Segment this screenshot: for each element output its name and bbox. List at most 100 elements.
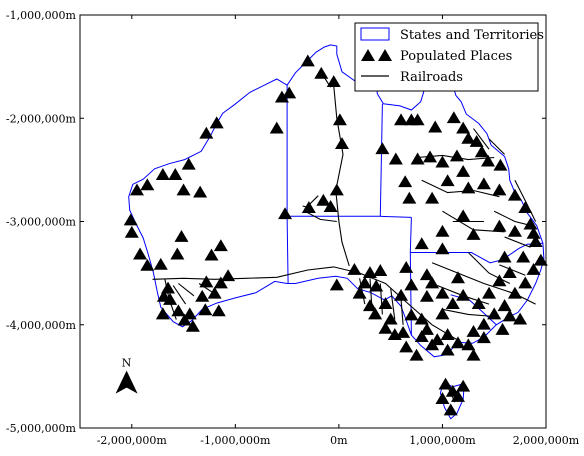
populated-place-marker-16 — [204, 248, 219, 261]
populated-place-marker-5 — [140, 178, 155, 191]
populated-place-marker-143 — [419, 289, 434, 302]
populated-place-marker-59 — [435, 155, 450, 168]
populated-place-marker-96 — [414, 312, 429, 325]
state-boundaries — [128, 44, 545, 420]
x-tick-label-4: 2,000,000m — [513, 434, 580, 447]
populated-place-marker-113 — [471, 297, 486, 309]
populated-place-marker-47 — [394, 113, 409, 126]
state-boundary-line-2 — [287, 215, 412, 218]
populated-place-marker-64 — [402, 191, 417, 204]
populated-place-marker-55 — [474, 145, 489, 158]
state-boundary-line-3 — [379, 103, 383, 217]
y-tick-label-4: -5,000,000m — [6, 422, 77, 435]
populated-place-marker-77 — [497, 250, 512, 263]
legend-places-marker-2 — [378, 49, 392, 61]
y-tick-label-0: -1,000,000m — [6, 9, 77, 22]
populated-place-marker-4 — [155, 168, 170, 180]
populated-place-marker-137 — [369, 279, 384, 292]
populated-place-marker-65 — [425, 191, 440, 204]
populated-place-marker-31 — [185, 319, 200, 332]
populated-place-marker-128 — [435, 392, 450, 404]
railroad-line-10 — [421, 179, 500, 198]
railroad-line-26 — [488, 138, 505, 155]
populated-place-marker-25 — [207, 286, 222, 299]
populated-place-marker-33 — [269, 121, 284, 134]
populated-place-marker-46 — [375, 142, 390, 155]
populated-place-marker-80 — [492, 219, 507, 232]
railroad-line-22 — [390, 288, 396, 320]
populated-place-marker-22 — [177, 313, 192, 326]
railroad-line-7 — [304, 210, 337, 223]
populated-place-marker-124 — [409, 348, 424, 361]
populated-place-marker-135 — [466, 348, 481, 361]
railroad-line-17 — [499, 264, 526, 276]
railroad-line-27 — [473, 128, 490, 150]
populated-place-marker-132 — [394, 288, 409, 301]
populated-place-marker-8 — [176, 183, 191, 196]
populated-place-marker-73 — [523, 217, 538, 230]
legend-boundary-label: States and Territories — [400, 28, 544, 43]
populated-place-marker-37 — [314, 66, 329, 79]
populated-place-marker-21 — [171, 304, 186, 317]
legend-places-label: Populated Places — [400, 49, 512, 64]
railroad-line-0 — [152, 266, 459, 341]
populated-place-marker-74 — [528, 235, 543, 248]
populated-place-marker-91 — [383, 312, 398, 325]
populated-place-marker-17 — [213, 239, 228, 252]
populated-place-marker-104 — [476, 317, 491, 330]
populated-place-marker-92 — [378, 321, 393, 334]
populated-places-layer — [123, 54, 548, 416]
populated-place-marker-6 — [129, 183, 144, 196]
populated-place-marker-44 — [329, 183, 344, 196]
populated-place-marker-86 — [329, 278, 344, 291]
populated-place-marker-43 — [323, 200, 338, 212]
populated-place-marker-87 — [352, 286, 367, 299]
populated-place-marker-122 — [399, 260, 414, 273]
populated-place-marker-112 — [456, 288, 471, 301]
populated-place-marker-28 — [221, 269, 236, 282]
populated-place-marker-133 — [495, 322, 510, 335]
populated-place-marker-72 — [518, 201, 533, 213]
populated-place-marker-90 — [378, 297, 393, 309]
populated-place-marker-12 — [140, 258, 155, 271]
railroad-line-3 — [178, 283, 195, 297]
populated-place-marker-3 — [168, 168, 183, 180]
populated-place-marker-97 — [419, 322, 434, 335]
populated-place-marker-107 — [507, 286, 522, 299]
populated-place-marker-108 — [518, 276, 533, 289]
y-axis-ticks: -1,000,000m -2,000,000m -3,000,000m -4,000,… — [6, 9, 546, 435]
populated-place-marker-41 — [301, 201, 316, 213]
populated-place-marker-2 — [181, 157, 196, 170]
populated-place-marker-1 — [199, 126, 214, 139]
x-tick-label-1: -1,000,000m — [200, 434, 271, 447]
populated-place-marker-29 — [211, 304, 226, 317]
railroad-line-25 — [514, 179, 537, 222]
x-axis-ticks: -2,000,000m -1,000,000m 0m 1,000,000m 2,000,… — [97, 15, 580, 447]
y-tick-label-3: -4,000,000m — [6, 319, 77, 332]
populated-place-marker-62 — [388, 152, 403, 165]
populated-place-marker-129 — [443, 403, 458, 416]
populated-place-marker-51 — [446, 111, 461, 124]
populated-place-marker-52 — [456, 121, 471, 134]
populated-place-marker-24 — [195, 289, 210, 302]
populated-place-marker-60 — [423, 150, 438, 163]
populated-place-marker-40 — [334, 137, 349, 149]
north-arrow-icon — [115, 370, 138, 394]
populated-place-marker-68 — [461, 181, 476, 194]
railroad-line-18 — [504, 236, 531, 248]
populated-place-marker-36 — [300, 54, 315, 67]
populated-place-marker-76 — [516, 250, 531, 263]
state-boundary-line-1 — [286, 216, 289, 284]
populated-place-marker-66 — [440, 174, 455, 187]
populated-place-marker-42 — [278, 207, 293, 220]
populated-place-marker-101 — [450, 336, 465, 349]
populated-place-marker-0 — [209, 116, 224, 129]
populated-place-marker-100 — [440, 328, 455, 340]
populated-place-marker-142 — [502, 309, 517, 322]
populated-place-marker-75 — [533, 253, 548, 266]
north-arrow-label: N — [122, 357, 132, 370]
legend: States and Territories Populated Places … — [354, 22, 544, 92]
railroad-line-24 — [400, 298, 404, 325]
x-tick-label-0: -2,000,000m — [97, 434, 168, 447]
